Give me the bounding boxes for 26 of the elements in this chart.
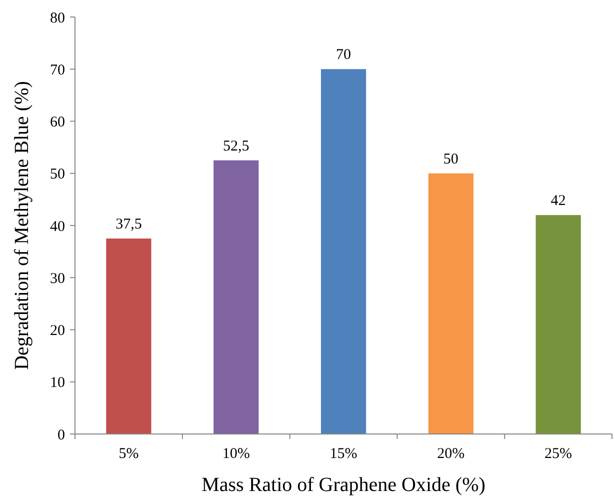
y-tick-label: 40 — [50, 218, 65, 235]
x-tick-label: 20% — [437, 446, 465, 462]
y-tick-label: 20 — [50, 323, 65, 339]
y-tick-label: 0 — [58, 427, 65, 444]
bar — [214, 160, 259, 434]
bar — [320, 69, 366, 434]
data-label: 42 — [550, 193, 566, 210]
data-label: 70 — [336, 47, 351, 64]
x-axis-title: Mass Ratio of Graphene Oxide (%) — [202, 474, 486, 496]
bar — [536, 215, 581, 434]
data-label: 52,5 — [222, 138, 250, 154]
x-tick-label: 15% — [330, 446, 358, 462]
bar — [106, 238, 152, 434]
y-tick-label: 10 — [50, 375, 65, 392]
data-label: 50 — [443, 151, 458, 168]
x-tick-label: 10% — [222, 446, 250, 462]
y-tick-label: 70 — [50, 62, 65, 78]
y-tick-label: 50 — [50, 166, 65, 183]
y-tick-label: 30 — [50, 270, 65, 287]
y-axis-title: Degradation of Methylene Blue (%) — [11, 81, 33, 370]
x-tick-label: 5% — [118, 446, 139, 462]
y-tick-label: 80 — [50, 10, 65, 26]
data-label: 37,5 — [116, 216, 142, 233]
y-tick-label: 60 — [50, 114, 65, 130]
bar — [428, 173, 474, 434]
x-tick-label: 25% — [544, 446, 572, 462]
